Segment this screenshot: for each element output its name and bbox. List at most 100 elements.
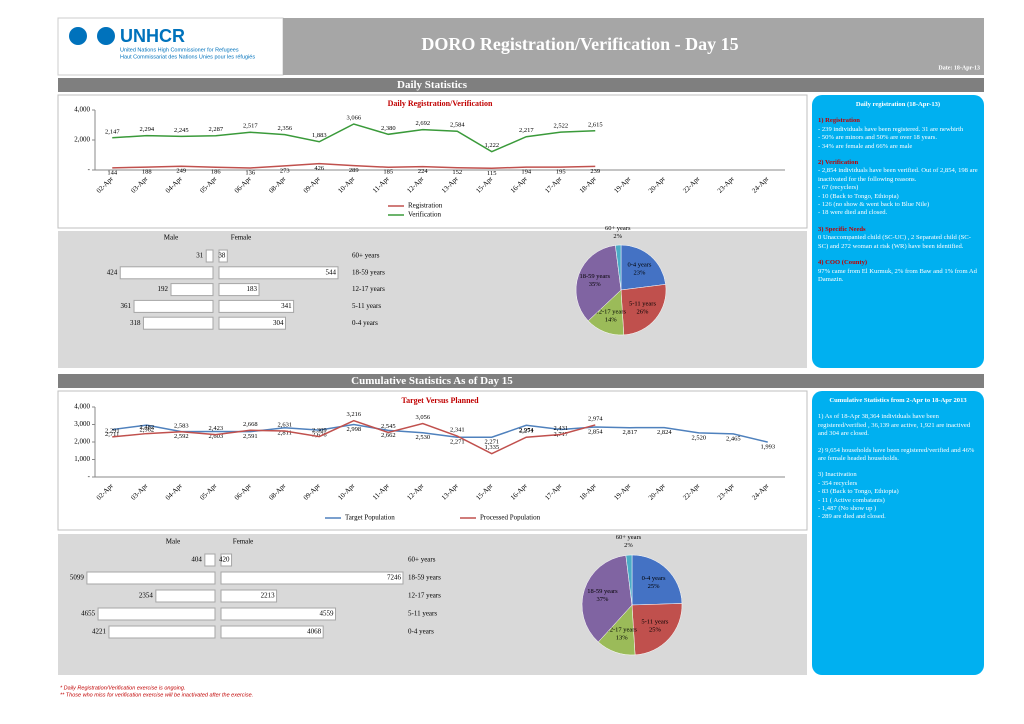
panel-text: - 50% are minors and 50% are over 18 yea… bbox=[818, 134, 938, 142]
data-label: 115 bbox=[487, 170, 497, 177]
data-label: 2,676 bbox=[312, 432, 327, 439]
panel-block: 3) Inactivation - 354 recyclers - 83 (Back… bbox=[818, 471, 978, 521]
data-label: 2,423 bbox=[208, 425, 223, 432]
data-label: 2354 bbox=[139, 592, 154, 600]
series-line bbox=[112, 162, 596, 170]
bar bbox=[218, 249, 228, 263]
data-label: 318 bbox=[130, 319, 141, 327]
pie-label: 18-59 years bbox=[579, 273, 610, 280]
pie-slice bbox=[620, 244, 666, 291]
y-tick-label: 1,000 bbox=[74, 455, 90, 463]
data-label: 1,883 bbox=[312, 132, 327, 139]
data-label: 38 bbox=[218, 252, 226, 260]
bar bbox=[220, 571, 404, 585]
data-label: 2,294 bbox=[139, 126, 154, 133]
data-label: 7246 bbox=[387, 574, 402, 582]
y-tick-label: 2,000 bbox=[74, 136, 90, 144]
data-label: 2,380 bbox=[381, 125, 396, 132]
footnote: * Daily Registration/Verification exerci… bbox=[60, 685, 185, 691]
data-label: 2,811 bbox=[278, 429, 292, 436]
bar bbox=[205, 249, 214, 263]
category-label: 18-59 years bbox=[408, 574, 441, 582]
data-label: 2,998 bbox=[346, 426, 361, 433]
side-panel: Cumulative Statistics from 2-Apr to 18-A… bbox=[812, 391, 984, 675]
data-label: 2,271 bbox=[484, 439, 499, 446]
data-label: 361 bbox=[121, 302, 132, 310]
section-title: Cumulative Statistics As of Day 15 bbox=[351, 375, 513, 387]
data-label: 2,631 bbox=[277, 421, 292, 428]
pie-label: 18-59 years bbox=[587, 588, 618, 595]
data-label: 152 bbox=[452, 169, 462, 176]
logo-sub: United Nations High Commissioner for Ref… bbox=[120, 47, 239, 53]
data-label: 192 bbox=[158, 285, 169, 293]
pie-slice bbox=[625, 554, 633, 606]
panel-heading: 2) Verification bbox=[818, 159, 859, 167]
panel-text: 0 Unaccompanied child (SC-UC) , 2 Separa… bbox=[818, 234, 971, 250]
y-tick-label: - bbox=[88, 473, 91, 481]
panel-text: - 126 (no show & went back to Blue Nile) bbox=[818, 201, 930, 209]
data-label: 2,545 bbox=[381, 423, 396, 430]
panel-block: 1) Registration - 239 individuals have be… bbox=[818, 117, 978, 151]
data-label: 3,066 bbox=[346, 114, 361, 121]
pie-slice bbox=[631, 603, 683, 656]
bar bbox=[218, 283, 260, 297]
data-label: 183 bbox=[247, 285, 258, 293]
data-label: 2,662 bbox=[381, 432, 396, 439]
data-label: 2,668 bbox=[243, 421, 258, 428]
bar bbox=[119, 266, 214, 280]
bar bbox=[218, 316, 286, 330]
y-tick-label: 4,000 bbox=[74, 106, 90, 114]
data-label: 304 bbox=[273, 319, 284, 327]
data-label: 2,962 bbox=[139, 427, 154, 434]
panel-text: - 289 are died and closed. bbox=[818, 513, 886, 521]
data-label: 544 bbox=[326, 268, 337, 276]
category-label: 0-4 years bbox=[352, 319, 378, 327]
logo-text: UNHCR bbox=[120, 26, 185, 46]
page-title: DORO Registration/Verification - Day 15 bbox=[421, 34, 738, 54]
data-label: 188 bbox=[142, 169, 152, 176]
panel-text: 2) 9,654 households have been registered… bbox=[818, 446, 975, 463]
pie-label: 2% bbox=[613, 233, 622, 240]
category-label: 60+ years bbox=[408, 556, 436, 564]
pie-slice bbox=[575, 245, 622, 322]
pie-label: 0-4 years bbox=[642, 575, 666, 582]
panel-text: - 18 were died and closed. bbox=[818, 209, 888, 217]
data-label: 1,222 bbox=[484, 142, 499, 149]
data-label: 273 bbox=[280, 167, 290, 174]
data-label: 424 bbox=[107, 268, 118, 276]
panel-heading: 1) Registration bbox=[818, 117, 860, 125]
data-label: 185 bbox=[383, 169, 393, 176]
data-label: 136 bbox=[245, 169, 256, 176]
side-panel: Daily registration (18-Apr-13) 1) Registr… bbox=[812, 95, 984, 368]
bar bbox=[218, 299, 295, 313]
panel-text: - 34% are female and 66% are male bbox=[818, 142, 913, 150]
panel-text: - 239 individuals have been registered. … bbox=[818, 125, 964, 133]
panel-block: 2) 9,654 households have been registered… bbox=[818, 447, 978, 464]
category-label: 12-17 years bbox=[408, 592, 441, 600]
series-line bbox=[112, 419, 596, 455]
data-label: 2,522 bbox=[553, 123, 568, 130]
data-label: 404 bbox=[191, 556, 202, 564]
category-label: 5-11 years bbox=[352, 302, 381, 310]
data-label: 194 bbox=[521, 169, 532, 176]
data-label: 2,520 bbox=[691, 434, 706, 441]
bar bbox=[133, 299, 214, 313]
panel-block: 3) Specific Needs 0 Unaccompanied child (… bbox=[818, 226, 978, 251]
category-label: 5-11 years bbox=[408, 610, 437, 618]
legend-label: Processed Population bbox=[480, 514, 541, 522]
footnote: ** Those who miss for verification exerc… bbox=[60, 692, 253, 698]
data-label: 4221 bbox=[92, 628, 107, 636]
data-label: 2,245 bbox=[174, 127, 189, 134]
data-label: 420 bbox=[219, 556, 230, 564]
panel-text: 97% came from El Kurmuk, 2% from Baw and… bbox=[818, 267, 977, 283]
panel-block: 4) COO (County) 97% came from El Kurmuk, … bbox=[818, 259, 978, 284]
panel-text: - 67 (recyclers) bbox=[818, 184, 859, 192]
category-label: 0-4 years bbox=[408, 628, 434, 636]
panel-text: - 83 (Back to Tongo, Ethiopia) bbox=[818, 488, 899, 496]
pie-slice bbox=[620, 284, 667, 336]
legend-label: Male bbox=[164, 234, 178, 242]
bar bbox=[218, 266, 339, 280]
data-label: 2,431 bbox=[553, 425, 568, 432]
